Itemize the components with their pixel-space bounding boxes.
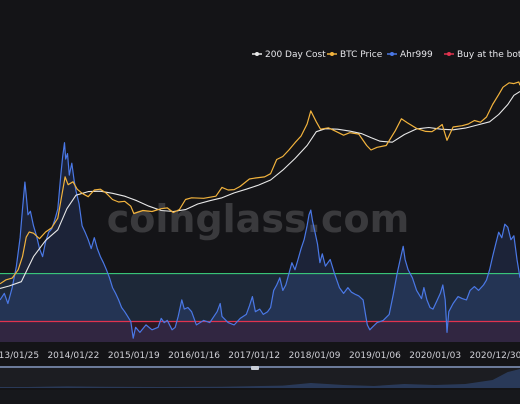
legend-marker-ahr[interactable]: [390, 52, 394, 56]
x-tick-label: 2017/01/12: [228, 351, 280, 361]
legend-marker-price[interactable]: [330, 52, 334, 56]
legend-marker-buy[interactable]: [447, 52, 451, 56]
legend-label-buy[interactable]: Buy at the bottom: [457, 50, 520, 60]
x-tick-label: 2015/01/19: [108, 351, 160, 361]
navigator-series: [0, 369, 520, 388]
x-tick-label: 2019/01/06: [349, 351, 401, 361]
x-tick-label: 2020/12/30: [469, 351, 520, 361]
zone-upper: [0, 273, 520, 322]
navigator-scrollbar[interactable]: [0, 390, 520, 400]
watermark: coinglass.com: [107, 197, 409, 241]
x-tick-label: 2013/01/25: [0, 351, 39, 361]
legend-label-price[interactable]: BTC Price: [340, 50, 383, 60]
legend-marker-cost[interactable]: [255, 52, 259, 56]
navigator-selection-top: [0, 366, 520, 368]
x-tick-label: 2018/01/09: [289, 351, 341, 361]
zone-buy: [0, 321, 520, 342]
legend-label-cost[interactable]: 200 Day Cost: [265, 50, 326, 60]
legend-label-ahr[interactable]: Ahr999: [400, 50, 433, 60]
navigator-handle[interactable]: [251, 366, 259, 370]
x-tick-label: 2016/01/16: [168, 351, 220, 361]
series-line-btc-price: [0, 81, 520, 285]
series-line-200-day-cost: [0, 91, 520, 290]
series-line-ahr999: [0, 142, 520, 339]
x-tick-label: 2020/01/03: [409, 351, 461, 361]
x-tick-label: 2014/01/22: [47, 351, 99, 361]
navigator-track[interactable]: [0, 366, 520, 388]
